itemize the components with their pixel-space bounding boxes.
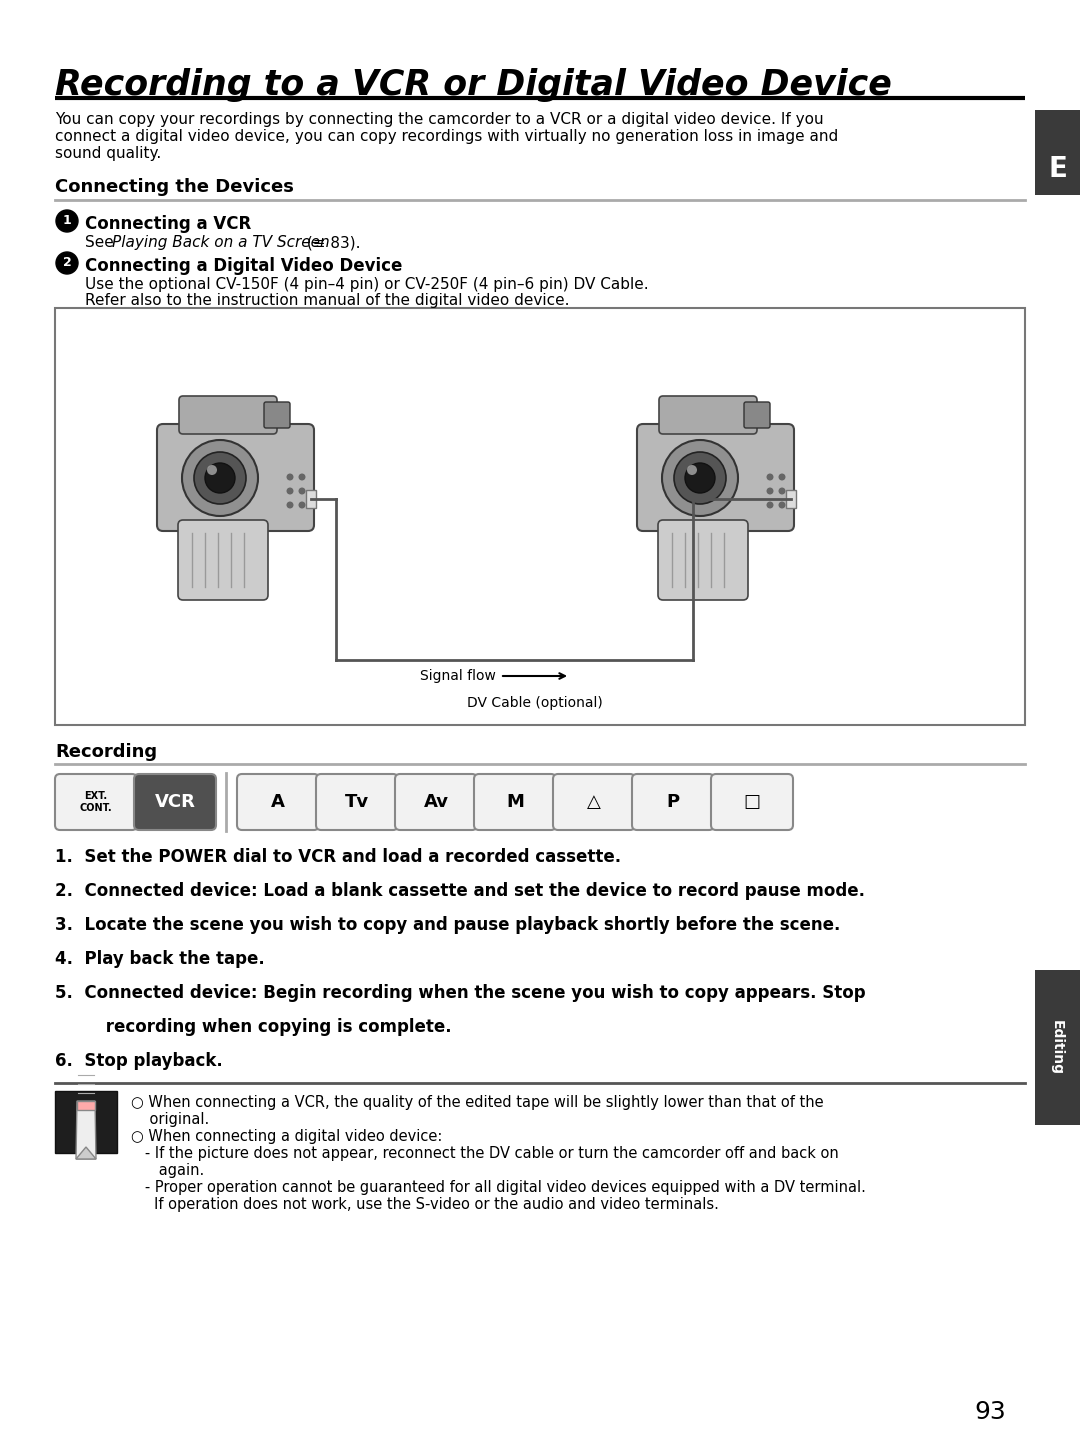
Text: Use the optional CV-150F (4 pin–4 pin) or CV-250F (4 pin–6 pin) DV Cable.: Use the optional CV-150F (4 pin–4 pin) o… [85, 276, 649, 292]
Text: △: △ [588, 793, 600, 812]
Circle shape [56, 210, 78, 232]
Text: Tv: Tv [345, 793, 369, 812]
Text: DV Cable (optional): DV Cable (optional) [468, 696, 603, 709]
Bar [1035, 109, 1080, 196]
Text: - If the picture does not appear, reconnect the DV cable or turn the camcorder o: - If the picture does not appear, reconn… [131, 1145, 839, 1161]
FancyBboxPatch shape [316, 774, 399, 830]
Bar [55, 308, 1025, 725]
Circle shape [298, 488, 306, 495]
FancyBboxPatch shape [474, 774, 556, 830]
Text: 1.  Set the POWER dial to VCR and load a recorded cassette.: 1. Set the POWER dial to VCR and load a … [55, 848, 621, 866]
FancyBboxPatch shape [264, 401, 291, 427]
Circle shape [207, 465, 217, 475]
Circle shape [767, 488, 773, 495]
Text: You can copy your recordings by connecting the camcorder to a VCR or a digital v: You can copy your recordings by connecti… [55, 112, 824, 127]
Text: 6.  Stop playback.: 6. Stop playback. [55, 1052, 222, 1071]
FancyBboxPatch shape [306, 491, 316, 508]
Circle shape [662, 440, 738, 517]
Circle shape [779, 473, 785, 481]
Circle shape [286, 502, 294, 508]
Text: again.: again. [131, 1163, 204, 1179]
Text: Av: Av [423, 793, 448, 812]
Text: (≡ 83).: (≡ 83). [302, 235, 361, 250]
Text: See: See [85, 235, 119, 250]
Text: Playing Back on a TV Screen: Playing Back on a TV Screen [112, 235, 329, 250]
Bar [55, 1091, 117, 1153]
Text: Editing: Editing [1050, 1020, 1064, 1075]
FancyBboxPatch shape [658, 519, 748, 600]
FancyBboxPatch shape [711, 774, 793, 830]
Text: VCR: VCR [154, 793, 195, 812]
Text: connect a digital video device, you can copy recordings with virtually no genera: connect a digital video device, you can … [55, 130, 838, 144]
Polygon shape [76, 1147, 96, 1158]
Text: Recording to a VCR or Digital Video Device: Recording to a VCR or Digital Video Devi… [55, 68, 892, 102]
Text: □: □ [743, 793, 760, 812]
Circle shape [687, 465, 697, 475]
Text: recording when copying is complete.: recording when copying is complete. [77, 1017, 451, 1036]
Text: - Proper operation cannot be guaranteed for all digital video devices equipped w: - Proper operation cannot be guaranteed … [131, 1180, 866, 1194]
FancyBboxPatch shape [134, 774, 216, 830]
FancyBboxPatch shape [632, 774, 714, 830]
Circle shape [286, 473, 294, 481]
Text: M: M [507, 793, 524, 812]
Text: ○ When connecting a digital video device:: ○ When connecting a digital video device… [131, 1130, 443, 1144]
Text: Connecting a Digital Video Device: Connecting a Digital Video Device [85, 258, 403, 275]
FancyBboxPatch shape [395, 774, 477, 830]
Circle shape [194, 452, 246, 504]
FancyBboxPatch shape [178, 519, 268, 600]
FancyBboxPatch shape [179, 396, 276, 435]
FancyBboxPatch shape [786, 491, 796, 508]
FancyBboxPatch shape [637, 425, 794, 531]
Text: 5.  Connected device: Begin recording when the scene you wish to copy appears. S: 5. Connected device: Begin recording whe… [55, 984, 866, 1002]
FancyBboxPatch shape [553, 774, 635, 830]
Circle shape [674, 452, 726, 504]
Text: P: P [666, 793, 679, 812]
Circle shape [205, 463, 235, 494]
FancyBboxPatch shape [157, 425, 314, 531]
FancyBboxPatch shape [237, 774, 319, 830]
Text: 2.  Connected device: Load a blank cassette and set the device to record pause m: 2. Connected device: Load a blank casset… [55, 882, 865, 899]
Text: EXT.
CONT.: EXT. CONT. [80, 791, 112, 813]
Text: 93: 93 [974, 1400, 1005, 1425]
Circle shape [56, 252, 78, 273]
Text: Signal flow: Signal flow [420, 669, 496, 684]
Text: sound quality.: sound quality. [55, 145, 161, 161]
Text: Recording: Recording [55, 743, 157, 761]
FancyBboxPatch shape [659, 396, 757, 435]
FancyBboxPatch shape [55, 774, 137, 830]
Circle shape [685, 463, 715, 494]
Circle shape [767, 502, 773, 508]
Text: Connecting a VCR: Connecting a VCR [85, 214, 252, 233]
Text: Connecting the Devices: Connecting the Devices [55, 178, 294, 196]
Circle shape [767, 473, 773, 481]
Circle shape [779, 488, 785, 495]
FancyBboxPatch shape [744, 401, 770, 427]
Text: E: E [1048, 155, 1067, 183]
Bar [1035, 970, 1080, 1125]
Text: original.: original. [131, 1112, 210, 1127]
Text: If operation does not work, use the S-video or the audio and video terminals.: If operation does not work, use the S-vi… [131, 1197, 719, 1212]
Circle shape [286, 488, 294, 495]
Polygon shape [76, 1101, 96, 1158]
Circle shape [298, 473, 306, 481]
Text: 1: 1 [63, 214, 71, 227]
Text: 3.  Locate the scene you wish to copy and pause playback shortly before the scen: 3. Locate the scene you wish to copy and… [55, 917, 840, 934]
Circle shape [779, 502, 785, 508]
Text: Refer also to the instruction manual of the digital video device.: Refer also to the instruction manual of … [85, 294, 569, 308]
Circle shape [183, 440, 258, 517]
Circle shape [298, 502, 306, 508]
Text: 2: 2 [63, 256, 71, 269]
Text: ○ When connecting a VCR, the quality of the edited tape will be slightly lower t: ○ When connecting a VCR, the quality of … [131, 1095, 824, 1109]
Text: A: A [271, 793, 285, 812]
Text: 4.  Play back the tape.: 4. Play back the tape. [55, 950, 265, 968]
Bar [77, 1101, 95, 1109]
